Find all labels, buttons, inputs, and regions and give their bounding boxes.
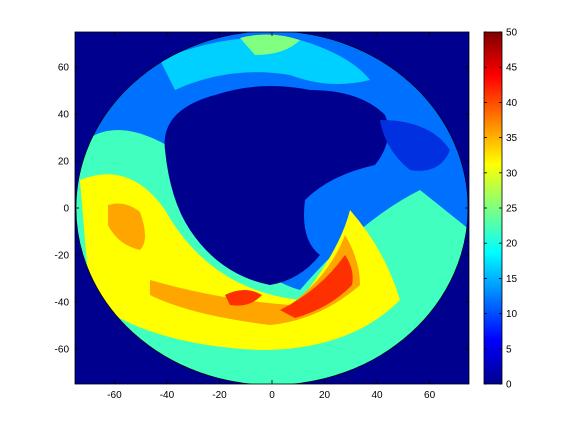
- y-tick-label: 0: [63, 204, 69, 215]
- axis-labels: -60 -40 -20 0 20 40 60 60 40 20 0 -20 -40 -60: [55, 63, 436, 401]
- colorbar-ticks: [484, 31, 502, 385]
- y-tick-label: 60: [58, 63, 70, 74]
- x-tick-label: -20: [212, 390, 227, 401]
- axis-ticks: [75, 32, 469, 384]
- region-center-low: [164, 86, 389, 285]
- colorbar-tick-label: 50: [506, 28, 518, 39]
- colorbar-tick-label: 30: [506, 168, 518, 179]
- colorbar-tick-label: 10: [506, 309, 518, 320]
- region-orange-west: [108, 203, 145, 250]
- y-tick-label: 40: [58, 110, 70, 121]
- x-tick-label: 60: [424, 390, 436, 401]
- colorbar-tick-label: 25: [506, 204, 518, 215]
- y-tick-label: -20: [55, 250, 70, 261]
- x-tick-label: 40: [372, 390, 384, 401]
- region-red: [280, 255, 353, 318]
- region-cyan-north: [160, 37, 370, 90]
- colorbar-tick-label: 5: [506, 344, 512, 355]
- colorbar-tick-label: 40: [506, 98, 518, 109]
- region-red-small: [225, 290, 262, 306]
- colorbar-tick-label: 20: [506, 239, 518, 250]
- colorbar-tick-label: 35: [506, 133, 518, 144]
- region-green-north: [240, 34, 300, 55]
- y-tick-label: 20: [58, 157, 70, 168]
- x-tick-label: 20: [319, 390, 331, 401]
- y-tick-label: -40: [55, 297, 70, 308]
- colorbar-tick-label: 45: [506, 63, 518, 74]
- region-east-blue: [380, 120, 450, 171]
- x-tick-label: -40: [160, 390, 175, 401]
- x-tick-label: 0: [269, 390, 275, 401]
- colorbar-tick-label: 0: [506, 380, 512, 391]
- colorbar-tick-label: 15: [506, 274, 518, 285]
- x-tick-label: -60: [107, 390, 122, 401]
- y-tick-label: -60: [55, 344, 70, 355]
